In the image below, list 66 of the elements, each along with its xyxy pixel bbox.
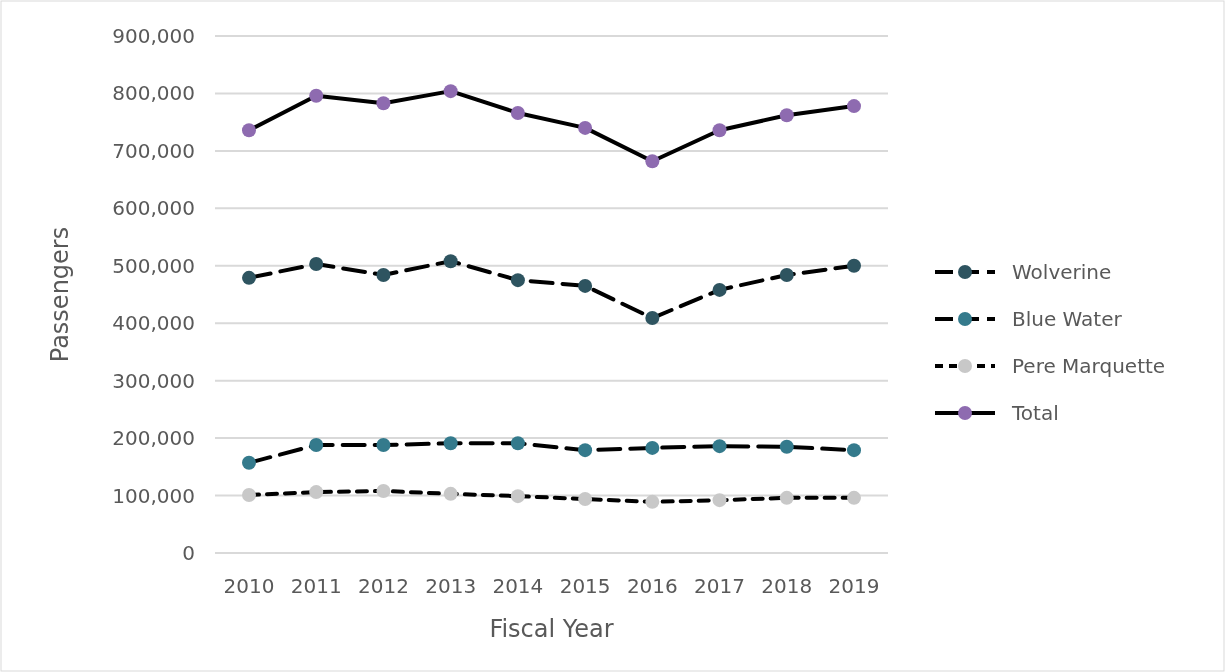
point — [443, 486, 458, 501]
point — [645, 311, 660, 326]
point — [712, 439, 727, 454]
point — [578, 120, 593, 135]
point — [376, 267, 391, 282]
point — [510, 273, 525, 288]
point — [645, 494, 660, 509]
point — [376, 96, 391, 111]
point — [779, 267, 794, 282]
x-tick-label: 2015 — [559, 574, 611, 598]
x-tick-label: 2018 — [761, 574, 813, 598]
point — [443, 84, 458, 99]
legend-label: Blue Water — [1012, 307, 1123, 331]
point — [376, 483, 391, 498]
point — [712, 282, 727, 297]
legend-label: Pere Marquette — [1012, 354, 1166, 378]
point — [242, 487, 256, 502]
y-tick-label: 700,000 — [112, 138, 195, 163]
point — [779, 439, 794, 454]
x-tick-label: 2016 — [626, 574, 678, 598]
x-tick-label: 2014 — [492, 574, 544, 598]
x-tick-label: 2010 — [223, 574, 275, 598]
point — [242, 455, 256, 470]
point — [645, 154, 660, 169]
y-tick-label: 600,000 — [112, 196, 195, 221]
point — [376, 438, 391, 452]
y-tick-label: 900,000 — [112, 24, 195, 48]
legend-label: Wolverine — [1012, 260, 1112, 284]
point — [847, 258, 861, 273]
point — [443, 436, 458, 451]
y-tick-label: 300,000 — [112, 368, 195, 393]
point — [510, 489, 525, 504]
point — [712, 493, 727, 508]
x-tick-label: 2019 — [828, 574, 880, 598]
x-tick-label: 2017 — [694, 574, 746, 598]
point — [510, 436, 525, 451]
point — [309, 257, 324, 272]
x-tick-label: 2012 — [357, 574, 409, 598]
point — [847, 99, 861, 114]
y-tick-label: 500,000 — [112, 253, 195, 278]
point — [847, 490, 861, 505]
legend-label: Total — [1011, 401, 1059, 425]
point — [510, 105, 525, 120]
point — [779, 490, 794, 505]
point — [443, 254, 458, 269]
point — [712, 123, 727, 138]
point — [309, 438, 324, 452]
y-tick-label: 0 — [182, 541, 195, 565]
y-tick-label: 800,000 — [112, 81, 195, 106]
y-tick-label: 400,000 — [112, 311, 195, 336]
point — [847, 443, 861, 458]
point — [578, 443, 593, 458]
x-axis-title: Fiscal Year — [489, 615, 614, 643]
point — [309, 88, 324, 103]
x-tick-label: 2011 — [290, 574, 342, 598]
y-tick-label: 100,000 — [112, 483, 195, 508]
point — [309, 485, 324, 500]
point — [578, 492, 593, 506]
y-tick-label: 200,000 — [112, 426, 195, 451]
point — [242, 123, 256, 138]
point — [242, 270, 256, 285]
x-tick-label: 2013 — [425, 574, 477, 598]
point — [578, 278, 593, 293]
y-axis-title: Passengers — [46, 226, 74, 363]
point — [645, 440, 660, 455]
point — [779, 108, 794, 123]
